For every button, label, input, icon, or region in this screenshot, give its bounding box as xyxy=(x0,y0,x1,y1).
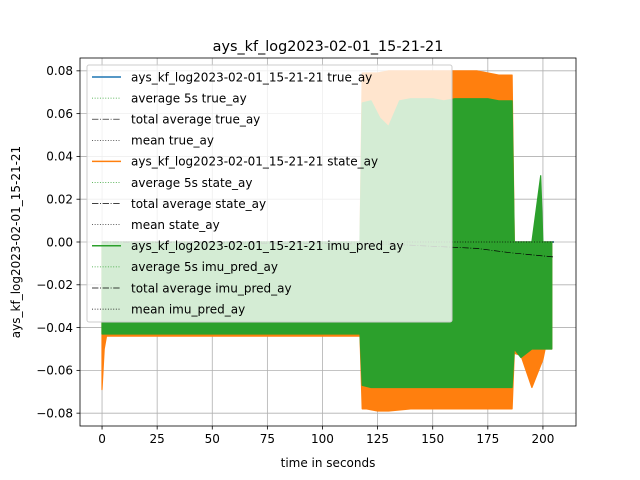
x-axis-label: time in seconds xyxy=(281,456,376,470)
x-tick-label: 175 xyxy=(476,432,499,446)
legend-label-total-average-state-ay: total average state_ay xyxy=(131,197,266,211)
legend-label-mean-true-ay: mean true_ay xyxy=(131,134,214,148)
legend-label-mean-imu-pred-ay: mean imu_pred_ay xyxy=(131,302,245,316)
chart-legend: ays_kf_log2023-02-01_15-21-21 true_ayave… xyxy=(86,64,453,323)
x-tick-label: 75 xyxy=(260,432,275,446)
x-tick-label: 0 xyxy=(98,432,106,446)
x-tick-label: 100 xyxy=(311,432,334,446)
y-tick-label: 0.04 xyxy=(46,150,73,164)
x-tick-label: 50 xyxy=(205,432,220,446)
x-tick-label: 125 xyxy=(366,432,389,446)
y-tick-label: 0.08 xyxy=(46,64,73,78)
y-axis-label: ays_kf_log2023-02-01_15-21-21 xyxy=(9,146,23,338)
y-tick-label: −0.08 xyxy=(36,406,73,420)
y-tick-label: −0.04 xyxy=(36,321,73,335)
chart-title: ays_kf_log2023-02-01_15-21-21 xyxy=(213,39,444,55)
y-tick-label: 0.06 xyxy=(46,107,73,121)
y-tick-label: 0.02 xyxy=(46,193,73,207)
y-tick-label: −0.06 xyxy=(36,364,73,378)
y-tick-label: 0.00 xyxy=(46,235,73,249)
legend-label-total-average-imu-pred-ay: total average imu_pred_ay xyxy=(131,281,292,295)
legend-label-average-5s-true-ay: average 5s true_ay xyxy=(131,91,247,105)
legend-label-total-average-true-ay: total average true_ay xyxy=(131,113,260,127)
x-tick-label: 200 xyxy=(531,432,554,446)
legend-label-true-ay: ays_kf_log2023-02-01_15-21-21 true_ay xyxy=(131,70,372,84)
legend-label-average-5s-state-ay: average 5s state_ay xyxy=(131,176,253,190)
legend-box xyxy=(86,64,453,323)
x-tick-label: 25 xyxy=(150,432,165,446)
y-axis-ticks: −0.08 −0.06 −0.04 −0.02 0.00 0.02 0.04 0.06 0.08 xyxy=(36,64,80,420)
legend-label-imu-pred-ay: ays_kf_log2023-02-01_15-21-21 imu_pred_a… xyxy=(131,239,404,253)
legend-label-average-5s-imu-pred-ay: average 5s imu_pred_ay xyxy=(131,260,278,274)
x-axis-ticks: 0 25 50 75 100 125 150 175 200 xyxy=(98,426,554,446)
legend-label-mean-state-ay: mean state_ay xyxy=(131,218,220,232)
x-tick-label: 150 xyxy=(421,432,444,446)
legend-label-state-ay: ays_kf_log2023-02-01_15-21-21 state_ay xyxy=(131,155,378,169)
y-tick-label: −0.02 xyxy=(36,278,73,292)
